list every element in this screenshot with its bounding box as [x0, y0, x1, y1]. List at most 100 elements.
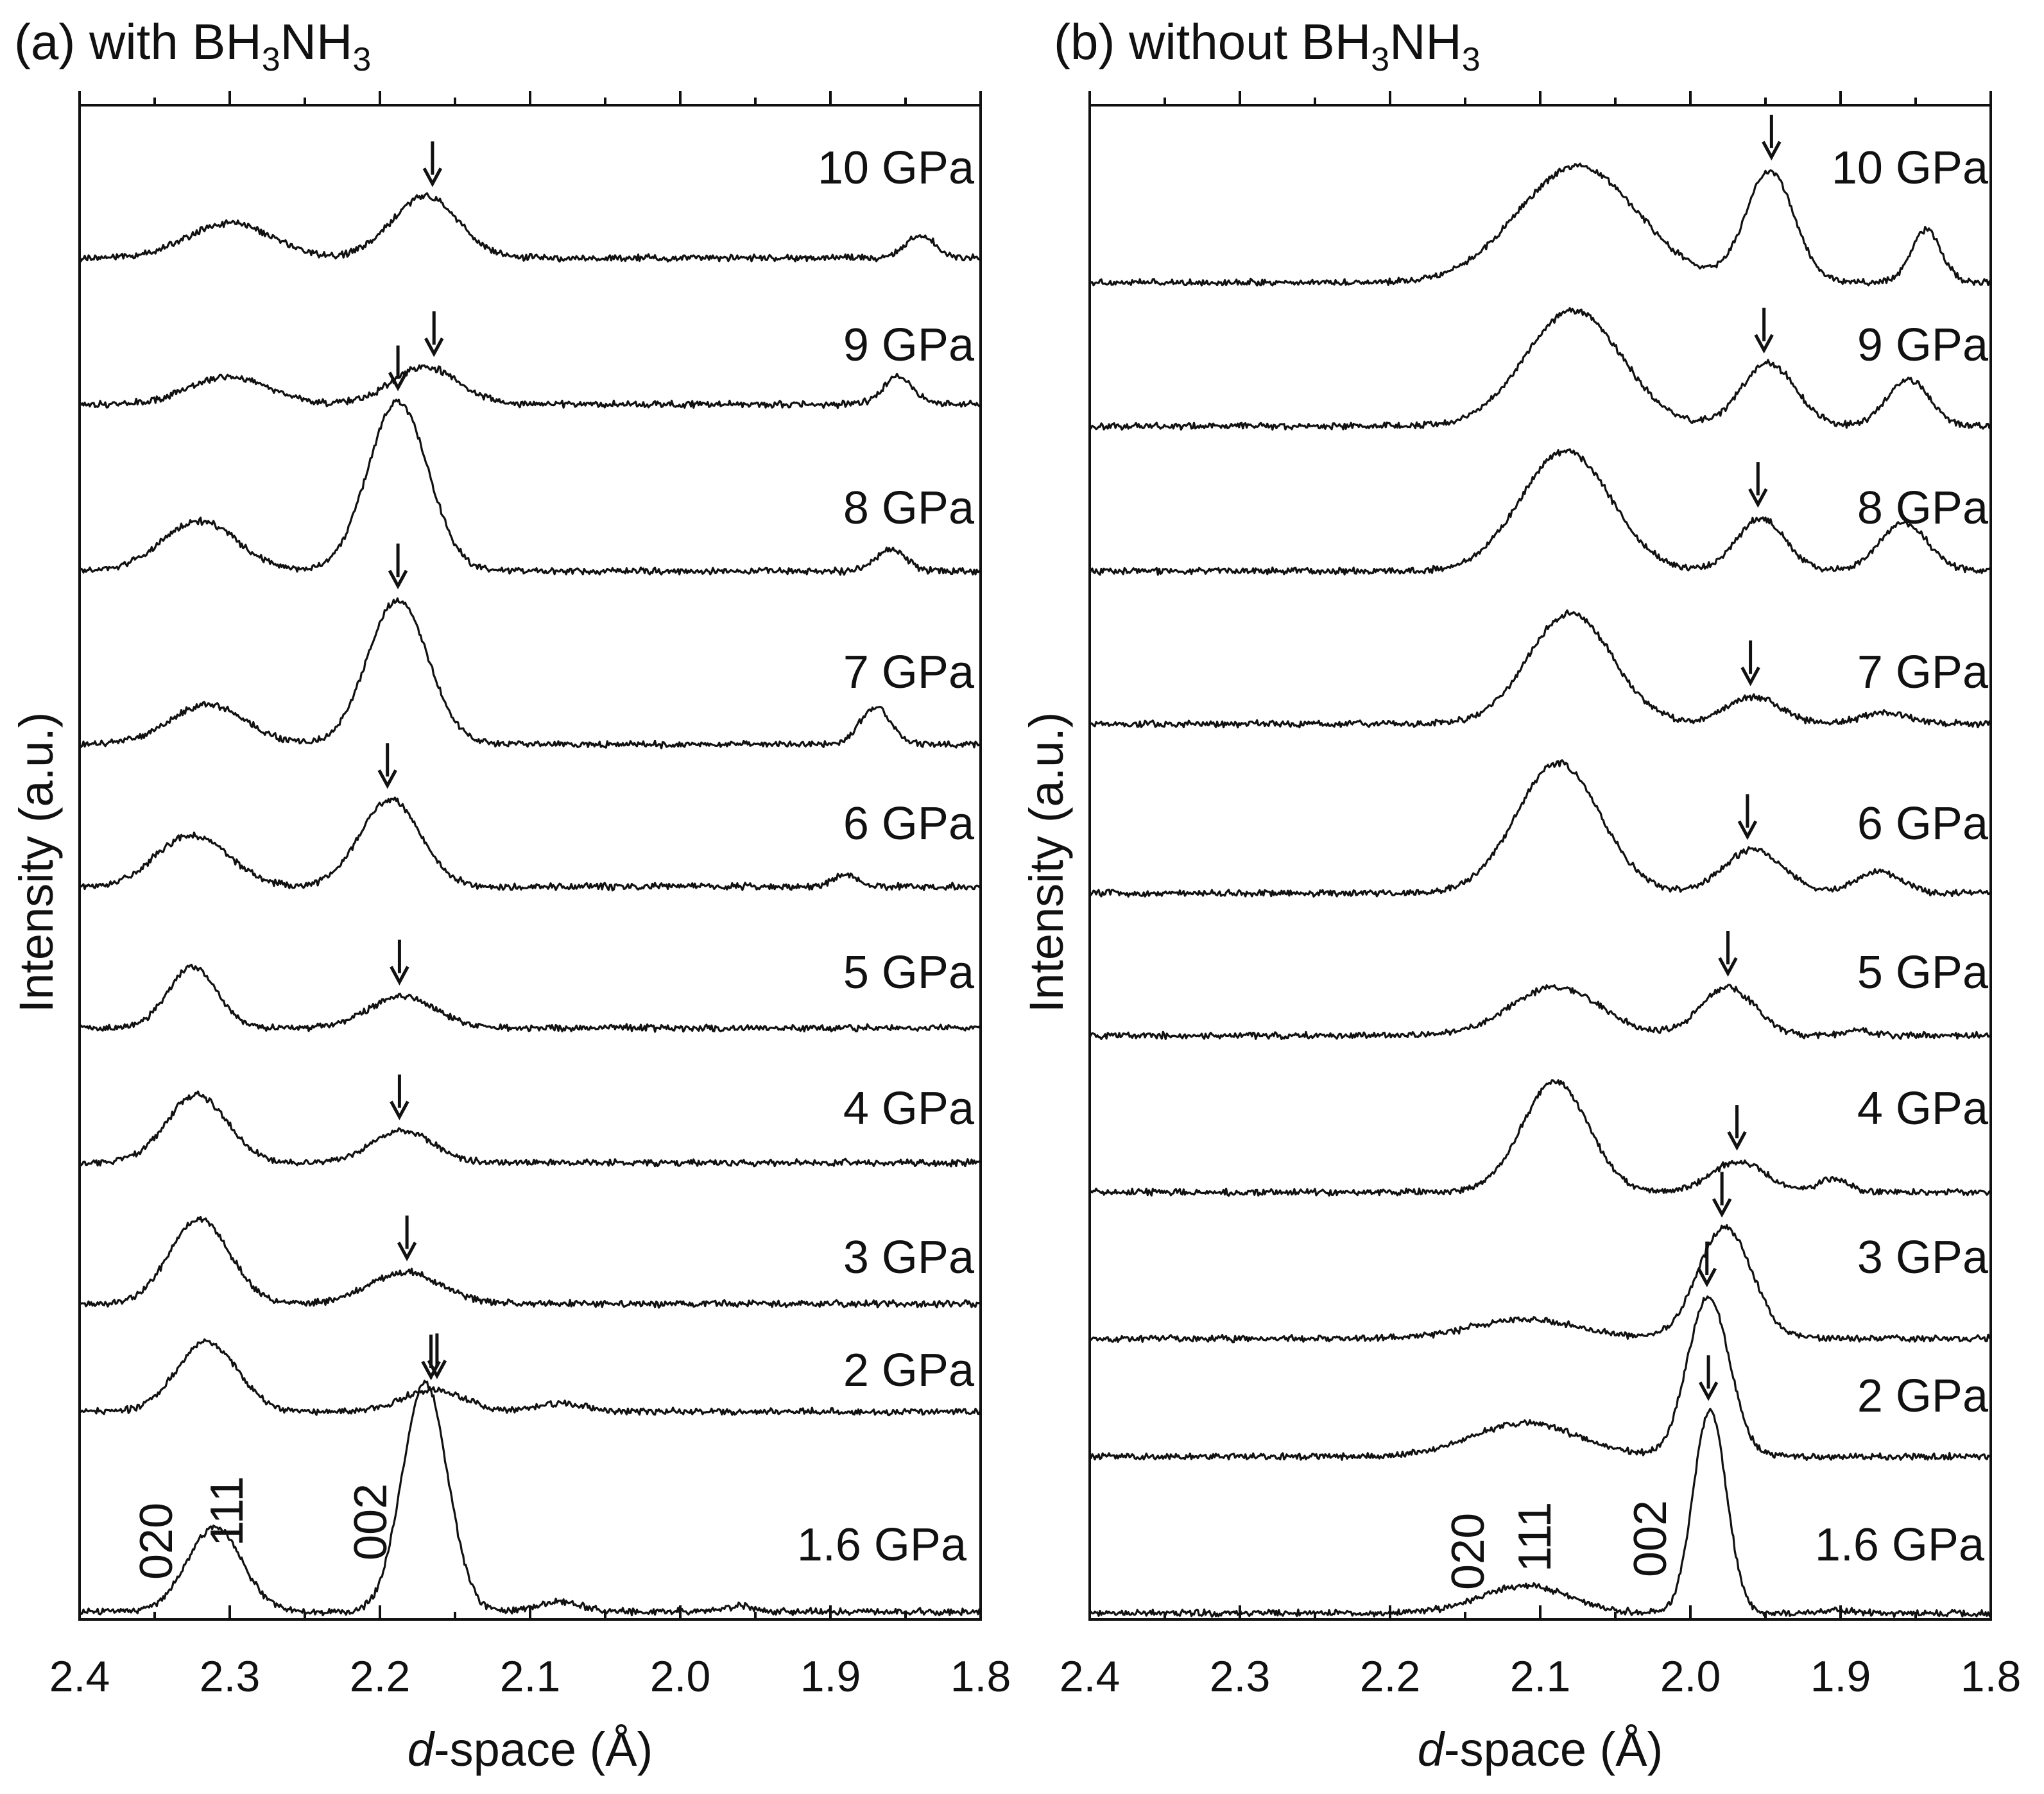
peak-arrow	[1727, 1105, 1747, 1151]
peak-arrow	[388, 543, 408, 590]
miller-index-002: 002	[1625, 1500, 1676, 1577]
xrd-trace	[1088, 448, 1992, 576]
x-tick-label: 2.0	[1660, 1652, 1721, 1701]
xrd-trace	[1088, 1079, 1992, 1197]
x-axis-label-italic: d	[408, 1723, 436, 1776]
xrd-trace	[1088, 1224, 1992, 1344]
peak-arrow	[1748, 462, 1768, 508]
xrd-trace	[79, 1215, 982, 1309]
pressure-label: 8 GPa	[1857, 483, 1989, 534]
panel-a-pressure-labels: 10 GPa 9 GPa 8 GPa 7 GPa 6 GPa 5 GPa 4 G…	[797, 142, 975, 1571]
xrd-trace	[1088, 162, 1991, 287]
pressure-label: 10 GPa	[818, 142, 975, 194]
x-tick-label: 2.3	[1210, 1652, 1271, 1701]
peak-arrow	[397, 1215, 417, 1261]
xrd-trace	[1088, 759, 1992, 898]
xrd-trace	[79, 796, 982, 892]
x-tick-label: 2.2	[350, 1652, 411, 1701]
peak-arrow	[388, 345, 408, 391]
xrd-trace	[1089, 1295, 1992, 1461]
pressure-label: 4 GPa	[843, 1083, 975, 1134]
x-axis-label-rest: -space (Å)	[434, 1723, 653, 1776]
pressure-label: 10 GPa	[1832, 142, 1989, 194]
pressure-label: 9 GPa	[843, 320, 975, 371]
panel-b-title-mid: NH	[1389, 13, 1462, 70]
x-tick-label: 2.3	[200, 1652, 261, 1701]
panel-b-ticks	[1088, 91, 1992, 1619]
miller-index-020: 020	[131, 1503, 182, 1580]
miller-index-020: 020	[1443, 1513, 1494, 1590]
panel-b-y-axis-label: Intensity (a.u.)	[1020, 712, 1073, 1013]
xrd-trace	[79, 398, 982, 576]
panel-a-x-axis-label: d-space (Å)	[408, 1723, 653, 1776]
panel-a-title-sub1: 3	[262, 41, 280, 78]
pressure-label: 4 GPa	[1857, 1083, 1989, 1134]
panel-b-traces	[1088, 162, 1992, 1618]
xrd-trace	[79, 964, 982, 1033]
xrd-trace	[78, 1338, 982, 1417]
panel-b-x-tick-labels: 2.4 2.3 2.2 2.1 2.0 1.9 1.8	[1060, 1652, 2022, 1701]
peak-arrow	[1740, 640, 1760, 687]
peak-arrow	[422, 141, 443, 187]
peak-arrow	[1698, 1355, 1719, 1401]
panel-b-title-sub2: 3	[1462, 41, 1481, 78]
xrd-trace	[78, 192, 982, 263]
miller-index-002: 002	[345, 1483, 397, 1560]
peak-arrow	[421, 1334, 441, 1381]
peak-arrow	[424, 311, 444, 357]
panel-a-title: (a) with BH3NH3	[14, 13, 371, 78]
panel-with-bh3nh3: (a) with BH3NH3 2.4 2.3 2.2 2.1 2.0 1.9 …	[10, 13, 1011, 1776]
panel-b-frame	[1088, 104, 1992, 1621]
peak-arrow	[1737, 794, 1758, 841]
peak-arrow	[1762, 114, 1782, 161]
pressure-label: 7 GPa	[1857, 647, 1989, 698]
x-axis-label-italic: d	[1418, 1723, 1446, 1776]
x-tick-label: 1.9	[1810, 1652, 1871, 1701]
panel-b-title: (b) without BH3NH3	[1054, 13, 1481, 78]
peak-arrow	[1712, 1172, 1732, 1218]
miller-index-111: 111	[1509, 1502, 1561, 1572]
x-tick-label: 1.8	[950, 1652, 1011, 1701]
pressure-label: 7 GPa	[843, 647, 975, 698]
panel-a-peak-arrows	[377, 141, 447, 1381]
panel-b-title-sub1: 3	[1371, 41, 1389, 78]
pressure-label: 6 GPa	[843, 798, 975, 850]
xrd-trace	[79, 364, 981, 409]
pressure-label: 3 GPa	[843, 1232, 975, 1283]
pressure-label: 6 GPa	[1857, 798, 1989, 850]
miller-index-111: 111	[202, 1476, 253, 1546]
peak-arrow	[390, 1074, 409, 1120]
panel-b-peak-arrows	[1697, 114, 1782, 1401]
x-tick-label: 1.8	[1961, 1652, 2022, 1701]
xrd-trace	[78, 597, 982, 749]
pressure-label: 1.6 GPa	[1815, 1519, 1985, 1571]
pressure-label: 5 GPa	[1857, 947, 1989, 998]
panel-without-bh3nh3: (b) without BH3NH3 2.4 2.3 2.2 2.1 2.0 1…	[1020, 13, 2021, 1776]
xrd-trace	[78, 1380, 982, 1617]
xrd-trace	[1088, 307, 1992, 431]
panel-b-x-axis-label: d-space (Å)	[1418, 1723, 1663, 1776]
pressure-label: 5 GPa	[843, 947, 975, 998]
peak-arrow	[1718, 930, 1738, 977]
pressure-label: 3 GPa	[1857, 1232, 1989, 1283]
pressure-label: 9 GPa	[1857, 320, 1989, 371]
panel-a-y-axis-label: Intensity (a.u.)	[10, 712, 63, 1013]
x-tick-label: 2.4	[49, 1652, 110, 1701]
panel-b-title-prefix: (b) without BH	[1054, 13, 1371, 70]
xrd-trace	[1088, 609, 1992, 729]
peak-arrow	[1754, 307, 1774, 354]
peak-arrow	[1697, 1241, 1717, 1288]
xrd-trace	[78, 1090, 982, 1168]
panel-a-x-tick-labels: 2.4 2.3 2.2 2.1 2.0 1.9 1.8	[49, 1652, 1011, 1701]
x-tick-label: 2.4	[1060, 1652, 1121, 1701]
x-tick-label: 2.0	[650, 1652, 711, 1701]
pressure-label: 1.6 GPa	[797, 1519, 967, 1571]
peak-arrow	[377, 743, 397, 789]
panel-b-pressure-labels: 10 GPa 9 GPa 8 GPa 7 GPa 6 GPa 5 GPa 4 G…	[1815, 142, 1989, 1571]
pressure-label: 2 GPa	[843, 1345, 975, 1396]
pressure-label: 8 GPa	[843, 483, 975, 534]
x-tick-label: 2.1	[1510, 1652, 1571, 1701]
panel-a-traces	[78, 192, 982, 1617]
peak-arrow	[390, 939, 409, 986]
